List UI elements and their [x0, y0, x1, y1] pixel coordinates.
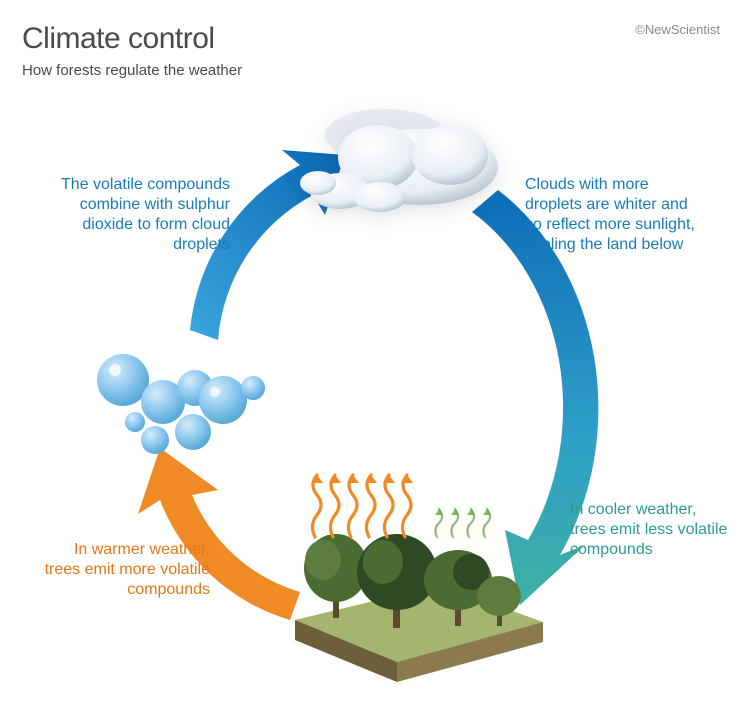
clouds-icon	[290, 105, 510, 215]
droplets-icon	[95, 340, 275, 470]
label-bottom-left: In warmer weather, trees emit more volat…	[35, 540, 210, 600]
label-top-left: The volatile compounds combine with sulp…	[40, 175, 230, 255]
label-top-right: Clouds with more droplets are whiter and…	[525, 175, 705, 255]
emissions-icon	[305, 455, 505, 545]
label-bottom-right: In cooler weather, trees emit less volat…	[570, 500, 730, 560]
